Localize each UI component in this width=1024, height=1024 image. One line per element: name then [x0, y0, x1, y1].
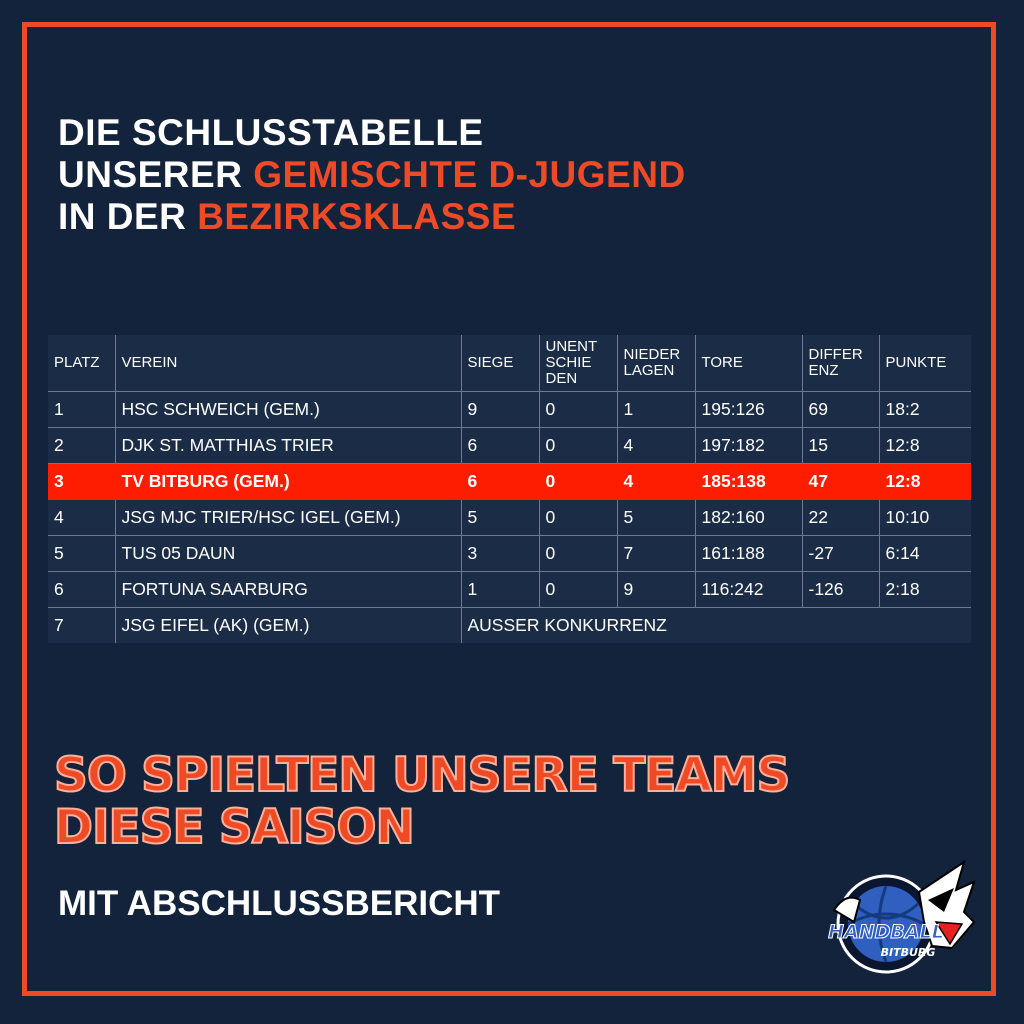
logo-text-sub: BITBURG [881, 946, 936, 959]
cell-verein: JSG MJC Trier/HSC Igel (Gem.) [114, 499, 461, 536]
header-siege: SIEGE [460, 335, 539, 392]
cell-verein: TuS 05 Daun [114, 535, 461, 572]
cell-nieder: 5 [616, 499, 695, 536]
cell-nieder: 9 [616, 571, 695, 608]
cell-diff: 69 [801, 391, 879, 428]
table-header-row: PLATZ VEREIN SIEGE UNENT SCHIE DEN NIEDE… [48, 335, 971, 392]
table-row: 6 Fortuna Saarburg 1 0 9 116:242 -126 2:… [48, 571, 971, 608]
cell-diff: -27 [801, 535, 879, 572]
table-row: 1 HSC Schweich (Gem.) 9 0 1 195:126 69 1… [48, 391, 971, 428]
cell-platz: 6 [48, 571, 115, 608]
header-platz: PLATZ [48, 335, 115, 392]
cell-punkte: 6:14 [878, 535, 971, 572]
section-heading-line-1: So spielten unsere Teams [53, 748, 791, 803]
cell-siege: 3 [460, 535, 539, 572]
cell-tore: 182:160 [694, 499, 802, 536]
cell-verein: JSG Eifel (AK) (Gem.) [114, 607, 461, 643]
cell-siege: 9 [460, 391, 539, 428]
cell-nieder: 7 [616, 535, 695, 572]
cell-unent: 0 [538, 391, 617, 428]
cell-punkte: 2:18 [878, 571, 971, 608]
cell-nieder: 4 [616, 427, 695, 464]
logo-text-main: HANDBALL [828, 921, 944, 943]
header-unentschieden: UNENT SCHIE DEN [538, 335, 617, 392]
cell-diff: 22 [801, 499, 879, 536]
header-differenz: DIFFER ENZ [801, 335, 879, 392]
cell-punkte: 12:8 [878, 427, 971, 464]
title-line-1: Die Schlusstabelle [58, 112, 484, 153]
cell-tore: 116:242 [694, 571, 802, 608]
cell-platz: 3 [48, 463, 115, 500]
cell-diff: 15 [801, 427, 879, 464]
table-row-highlighted: 3 TV Bitburg (Gem.) 6 0 4 185:138 47 12:… [48, 463, 971, 500]
cell-siege: 5 [460, 499, 539, 536]
header-tore: TORE [694, 335, 802, 392]
cell-platz: 2 [48, 427, 115, 464]
header-verein: VEREIN [114, 335, 461, 392]
cell-verein: HSC Schweich (Gem.) [114, 391, 461, 428]
cell-unent: 0 [538, 571, 617, 608]
cell-punkte: 10:10 [878, 499, 971, 536]
cell-note: Außer Konkurrenz [460, 607, 971, 643]
cell-siege: 6 [460, 463, 539, 500]
cell-diff: -126 [801, 571, 879, 608]
title-line-2: unserer Gemischte D-Jugend [58, 154, 686, 196]
cell-unent: 0 [538, 499, 617, 536]
cell-tore: 195:126 [694, 391, 802, 428]
page-title: Die Schlusstabelle unserer Gemischte D-J… [58, 112, 686, 238]
cell-siege: 1 [460, 571, 539, 608]
cell-verein: DJK St. Matthias Trier [114, 427, 461, 464]
table-row: 2 DJK St. Matthias Trier 6 0 4 197:182 1… [48, 427, 971, 464]
cell-tore: 161:188 [694, 535, 802, 572]
cell-nieder: 4 [616, 463, 695, 500]
cell-tore: 185:138 [694, 463, 802, 500]
cell-nieder: 1 [616, 391, 695, 428]
table-row: 7 JSG Eifel (AK) (Gem.) Außer Konkurrenz [48, 607, 971, 643]
header-punkte: PUNKTE [878, 335, 971, 392]
table-row: 4 JSG MJC Trier/HSC Igel (Gem.) 5 0 5 18… [48, 499, 971, 536]
cell-siege: 6 [460, 427, 539, 464]
section-heading: So spielten unsere Teams diese Saison [53, 748, 791, 855]
handball-bitburg-logo-icon: HANDBALL BITBURG [824, 852, 984, 977]
header-niederlagen: NIEDER LAGEN [616, 335, 695, 392]
cell-unent: 0 [538, 463, 617, 500]
title-line-3: in der Bezirksklasse [58, 196, 686, 238]
border-frame [22, 22, 996, 996]
cell-unent: 0 [538, 427, 617, 464]
title-league-name: Bezirksklasse [197, 196, 517, 237]
cell-diff: 47 [801, 463, 879, 500]
cell-platz: 1 [48, 391, 115, 428]
cell-verein: TV Bitburg (Gem.) [114, 463, 461, 500]
cell-tore: 197:182 [694, 427, 802, 464]
cell-unent: 0 [538, 535, 617, 572]
title-team-name: Gemischte D-Jugend [253, 154, 686, 195]
title-line-3-plain: in der [58, 196, 198, 237]
section-heading-line-2: diese Saison [53, 800, 416, 855]
table-row: 5 TuS 05 Daun 3 0 7 161:188 -27 6:14 [48, 535, 971, 572]
standings-table: PLATZ VEREIN SIEGE UNENT SCHIE DEN NIEDE… [48, 335, 971, 643]
cell-verein: Fortuna Saarburg [114, 571, 461, 608]
cell-platz: 4 [48, 499, 115, 536]
cell-platz: 7 [54, 615, 64, 635]
cell-punkte: 18:2 [878, 391, 971, 428]
cell-platz: 5 [48, 535, 115, 572]
section-subheading: Mit Abschlussbericht [58, 884, 501, 923]
cell-punkte: 12:8 [878, 463, 971, 500]
title-line-2-plain: unserer [58, 154, 254, 195]
